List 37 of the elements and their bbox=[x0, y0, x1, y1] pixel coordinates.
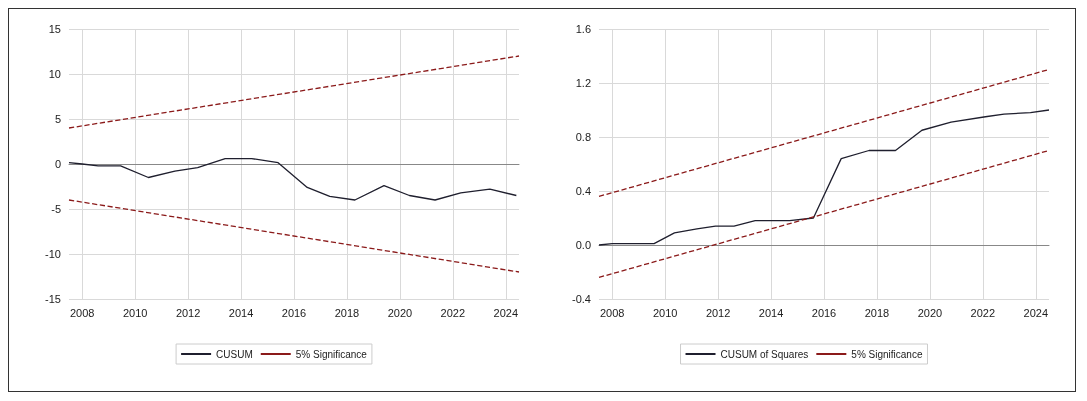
y-tick-label: 10 bbox=[48, 68, 61, 80]
x-tick-label: 2020 bbox=[387, 306, 413, 319]
y-tick-label: 0.8 bbox=[575, 131, 591, 143]
y-tick-label: 0.0 bbox=[575, 239, 591, 251]
x-tick-label: 2022 bbox=[970, 306, 996, 319]
line-series bbox=[598, 109, 1050, 246]
x-tick-label: 2014 bbox=[228, 306, 254, 319]
x-tick-label: 2022 bbox=[440, 306, 466, 319]
legend-label: 5% Significance bbox=[851, 348, 923, 360]
x-tick-label: 2024 bbox=[1023, 306, 1049, 319]
line-series bbox=[68, 157, 517, 201]
x-tick-label: 2008 bbox=[599, 306, 625, 319]
y-tick-label: 15 bbox=[48, 23, 61, 35]
y-tick-label: -15 bbox=[45, 293, 61, 305]
x-tick-label: 2012 bbox=[175, 306, 201, 319]
y-tick-label: 5 bbox=[54, 113, 61, 125]
x-tick-label: 2010 bbox=[122, 306, 148, 319]
legend-label: CUSUM of Squares bbox=[720, 348, 809, 360]
y-tick-label: -10 bbox=[45, 248, 61, 260]
x-tick-label: 2014 bbox=[758, 306, 784, 319]
y-tick-label: -5 bbox=[51, 203, 61, 215]
x-tick-label: 2016 bbox=[811, 306, 837, 319]
x-tick-label: 2018 bbox=[334, 306, 360, 319]
y-tick-label: 1.6 bbox=[575, 23, 591, 35]
y-tick-label: -0.4 bbox=[572, 293, 591, 305]
y-tick-label: 0.4 bbox=[575, 185, 591, 197]
x-tick-label: 2008 bbox=[69, 306, 95, 319]
x-tick-label: 2018 bbox=[864, 306, 890, 319]
x-tick-label: 2010 bbox=[652, 306, 678, 319]
x-tick-label: 2016 bbox=[281, 306, 307, 319]
x-tick-label: 2024 bbox=[493, 306, 519, 319]
legend-label: 5% Significance bbox=[295, 348, 368, 360]
y-tick-label: 1.2 bbox=[575, 77, 591, 89]
legend-label: CUSUM bbox=[216, 348, 253, 360]
y-tick-label: 0 bbox=[54, 158, 61, 170]
x-tick-label: 2020 bbox=[917, 306, 943, 319]
x-tick-label: 2012 bbox=[705, 306, 731, 319]
